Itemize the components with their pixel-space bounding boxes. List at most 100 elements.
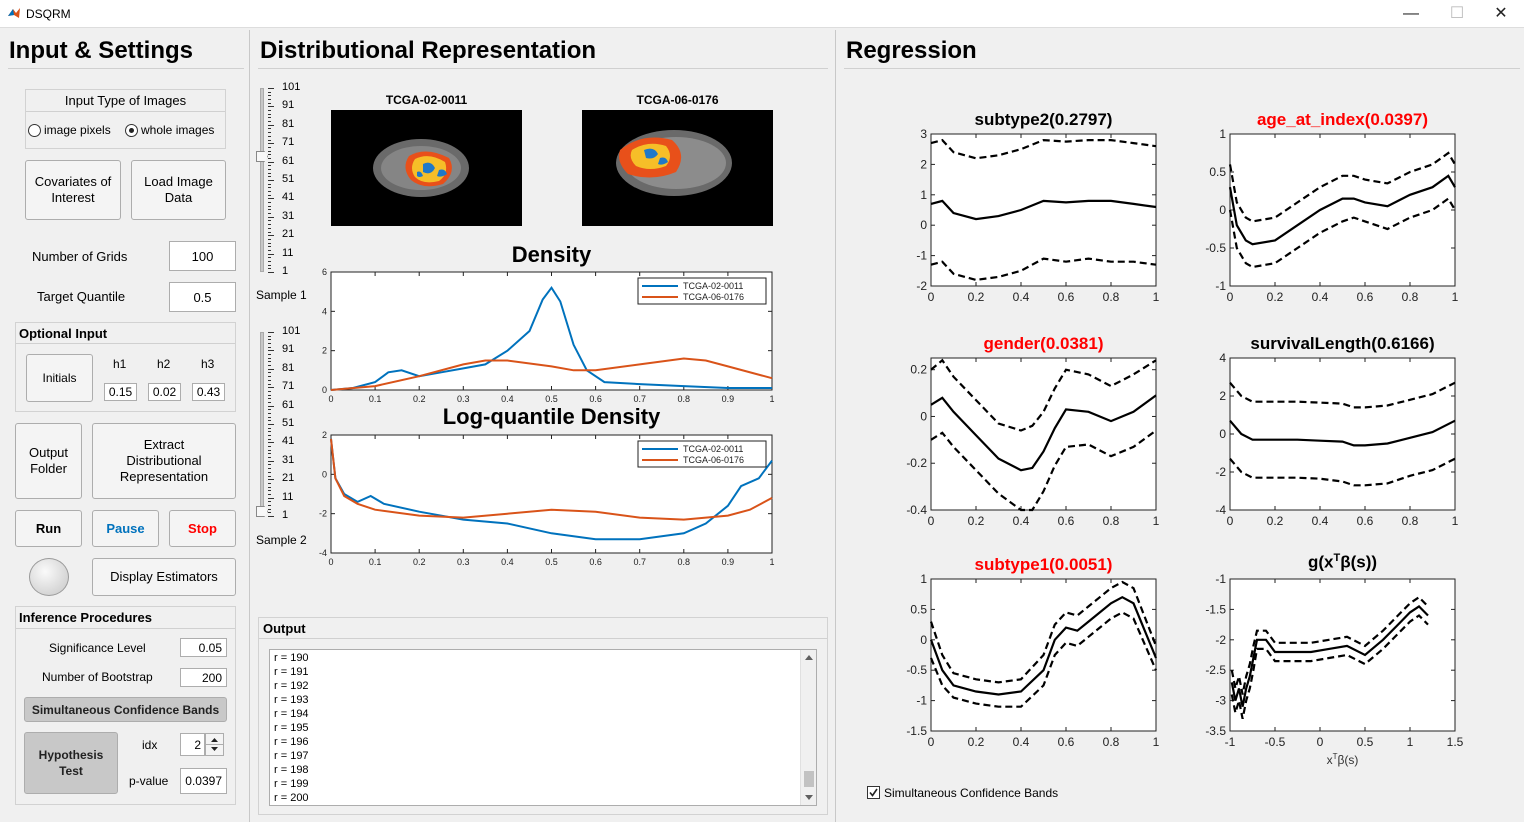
x-tick-label: 0 [928,735,935,749]
output-folder-button[interactable]: Output Folder [15,423,82,499]
sample2-label: Sample 2 [256,533,307,547]
slider-tick-label: 31 [282,453,295,466]
series-line [330,438,773,521]
y-tick-label: 2 [322,430,327,440]
y-tick-label: 0 [322,385,327,395]
idx-input[interactable]: 2 [180,733,205,756]
slider-tick-label: 91 [282,343,295,356]
slider-tick-label: 51 [282,173,295,185]
lower-band-line [930,429,1157,512]
sample2-slider-ticks: 101 91 81 71 61 51 41 31 21 11 1 [268,325,308,521]
x-tick-label: 0.4 [1312,514,1329,528]
close-button[interactable]: ✕ [1494,5,1508,22]
num-grids-input[interactable]: 100 [169,241,236,271]
series-line [330,357,773,391]
sample2-slider-track[interactable] [260,332,264,516]
x-tick-label: 0.6 [1357,514,1374,528]
y-tick-label: 0 [920,409,927,423]
upper-band-line [929,580,1158,684]
matlab-logo-icon [8,8,20,18]
y-tick-label: 2 [920,157,927,171]
chart-title-subtype2: subtype2(0.2797) [974,110,1113,129]
sig-level-input[interactable]: 0.05 [180,638,227,657]
x-tick-label: 0.8 [678,394,691,404]
x-tick-label: 0.4 [1013,514,1030,528]
sample1-label: Sample 1 [256,288,307,302]
target-quantile-input[interactable]: 0.5 [169,282,236,312]
h1-label: h1 [113,357,127,371]
scb-checkbox-label: Simultaneous Confidence Bands [884,786,1059,800]
x-tick-label: 0 [928,290,935,304]
output-scrollbar[interactable] [800,650,816,805]
panel-divider [249,30,250,822]
y-tick-label: 0 [1219,203,1226,217]
idx-spinner[interactable] [205,733,224,756]
radio-whole-images[interactable] [125,124,138,137]
stop-button[interactable]: Stop [169,510,236,547]
x-tick-label: 0.6 [1058,735,1075,749]
run-button[interactable]: Run [15,510,82,547]
slider-tick-label: 41 [282,191,295,204]
y-tick-label: 2 [322,346,327,356]
x-tick-label: 0.4 [1013,735,1030,749]
x-tick-label: 1 [1407,735,1414,749]
estimate-line [930,199,1157,221]
x-tick-label: 0 [328,394,333,404]
x-tick-label: 1 [1153,290,1160,304]
y-tick-label: 2 [1219,389,1226,403]
x-tick-label: 0.8 [1103,735,1120,749]
scroll-down-icon [805,795,813,800]
initials-button[interactable]: Initials [26,354,93,402]
covariates-button[interactable]: Covariates of Interest [25,160,121,220]
y-tick-label: 1 [920,572,927,586]
sample1-slider-track[interactable] [260,88,264,272]
radio-label: image pixels [44,123,111,137]
x-tick-label: 1 [1452,514,1459,528]
h2-input[interactable]: 0.02 [148,383,181,401]
hypothesis-test-button[interactable]: Hypothesis Test [24,732,118,794]
x-tick-label: 0.1 [369,557,382,567]
window-title: DSQRM [26,7,71,21]
bootstrap-input[interactable]: 200 [180,668,227,687]
divider [844,68,1520,69]
x-tick-label: 0 [328,557,333,567]
y-tick-label: -1 [916,694,927,708]
sample2-slider-thumb[interactable] [256,506,268,517]
sample1-slider-thumb[interactable] [256,151,268,162]
distributional-title: Distributional Representation [260,37,597,64]
x-tick-label: 0.2 [968,514,985,528]
slider-tick-label: 101 [282,81,301,93]
minimize-button[interactable]: — [1403,5,1419,22]
extract-button[interactable]: Extract Distributional Representation [92,423,236,499]
h3-input[interactable]: 0.43 [192,383,225,401]
load-image-button[interactable]: Load Image Data [131,160,226,220]
divider [8,68,244,69]
output-title: Output [263,621,306,636]
estimate-line [930,394,1157,472]
input-type-group [25,89,226,149]
x-tick-label: 0.5 [545,557,558,567]
title-bar [0,0,1524,28]
scb-checkbox[interactable] [867,786,880,799]
estimate-line [1230,604,1429,707]
lower-band-line [930,257,1157,282]
chart-title-survival: survivalLength(0.6166) [1250,334,1435,353]
x-tick-label: 0.4 [1013,290,1030,304]
bootstrap-label: Number of Bootstrap [42,670,153,684]
output-textarea[interactable]: r = 190 r = 191 r = 192 r = 193 r = 194 r = 1… [269,649,817,806]
h3-label: h3 [201,357,215,371]
upper-band-line [930,358,1157,432]
radio-image-pixels[interactable] [28,124,41,137]
slider-tick-label: 11 [282,490,294,503]
x-tick-label: 0.6 [1058,290,1075,304]
pause-button[interactable]: Pause [92,510,159,547]
target-quantile-label: Target Quantile [37,289,126,304]
series-line [330,438,773,541]
input-settings-title: Input & Settings [9,37,193,64]
y-tick-label: -2 [1215,633,1226,647]
h1-input[interactable]: 0.15 [104,383,137,401]
display-estimators-button[interactable]: Display Estimators [92,558,236,596]
lower-band-line [1228,197,1456,269]
scb-button[interactable]: Simultaneous Confidence Bands [24,697,227,722]
maximize-button[interactable]: ☐ [1449,5,1465,22]
